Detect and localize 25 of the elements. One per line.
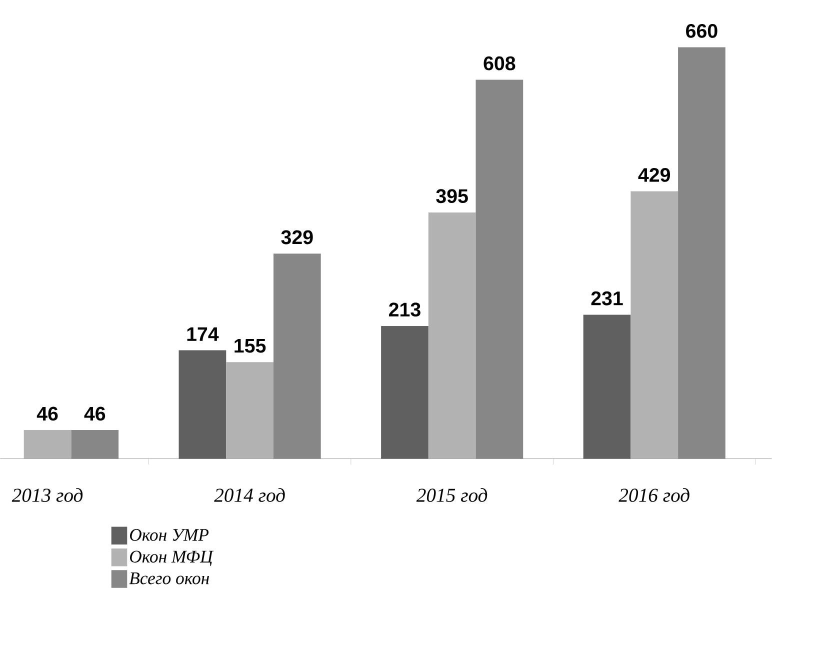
legend-label: Окон УМР — [130, 528, 209, 541]
data-label: 174 — [187, 327, 219, 341]
data-label: 155 — [234, 338, 266, 353]
data-label: 213 — [389, 302, 420, 316]
data-label: 46 — [36, 406, 58, 421]
x-tick-label: 2016 год — [618, 488, 690, 502]
data-label: 660 — [686, 24, 718, 38]
data-label: 429 — [638, 168, 670, 182]
bar — [226, 362, 274, 459]
bar — [24, 430, 72, 459]
data-label: 329 — [281, 230, 313, 244]
x-tick-label: 2014 год — [214, 488, 285, 502]
bar — [178, 350, 226, 459]
legend-label: Окон МФЦ — [130, 550, 214, 566]
x-tick-label: 2013 год — [12, 488, 83, 502]
bar — [583, 314, 631, 459]
data-label: 46 — [84, 406, 106, 421]
legend-label: Всего окон — [129, 572, 209, 584]
data-label: 395 — [436, 189, 468, 204]
data-label: 231 — [591, 291, 623, 306]
data-label: 608 — [484, 56, 516, 70]
x-tick-label: 2015 год — [416, 488, 488, 502]
bar — [630, 191, 678, 459]
bar — [428, 212, 476, 459]
bar — [381, 326, 428, 459]
